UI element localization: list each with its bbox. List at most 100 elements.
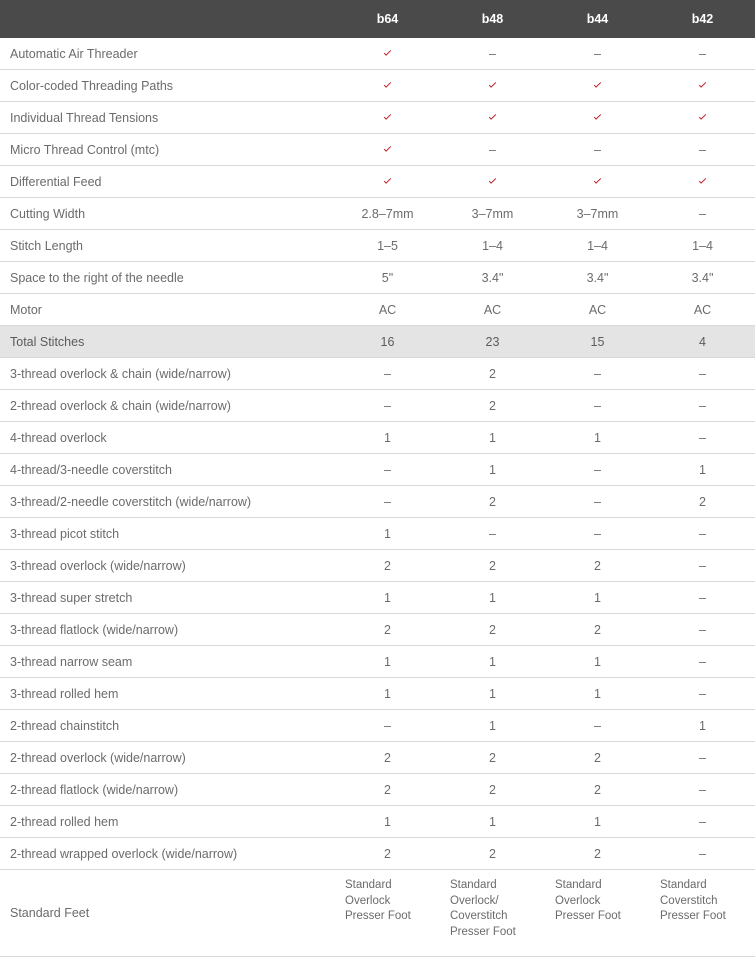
row-label: 2-thread overlock & chain (wide/narrow) bbox=[0, 390, 335, 422]
row-value: – bbox=[650, 742, 755, 774]
row-value: – bbox=[650, 806, 755, 838]
check-icon bbox=[697, 111, 708, 125]
row-value: 2 bbox=[545, 550, 650, 582]
row-label: 2-thread rolled hem bbox=[0, 806, 335, 838]
check-icon bbox=[382, 175, 393, 189]
row-label: Standard Feet bbox=[0, 870, 335, 957]
row-value: 2 bbox=[335, 774, 440, 806]
row-value: – bbox=[650, 422, 755, 454]
row-label: 2-thread chainstitch bbox=[0, 710, 335, 742]
row-value: – bbox=[545, 486, 650, 518]
row-value: 2 bbox=[440, 838, 545, 870]
row-value: 1 bbox=[335, 678, 440, 710]
row-value: – bbox=[650, 838, 755, 870]
table-row: Cutting Width2.8–7mm3–7mm3–7mm– bbox=[0, 198, 755, 230]
row-value bbox=[440, 70, 545, 102]
row-value: 2 bbox=[335, 614, 440, 646]
row-value: 2 bbox=[335, 838, 440, 870]
row-value: – bbox=[650, 678, 755, 710]
row-value bbox=[335, 166, 440, 198]
row-value: – bbox=[440, 134, 545, 166]
row-value: 1–4 bbox=[440, 230, 545, 262]
row-value: AC bbox=[545, 294, 650, 326]
row-value: 4 bbox=[650, 326, 755, 358]
row-value: Standard Overlock Presser Foot bbox=[545, 870, 650, 957]
row-value: – bbox=[650, 38, 755, 70]
row-label: 3-thread super stretch bbox=[0, 582, 335, 614]
row-value: – bbox=[650, 134, 755, 166]
row-label: 3-thread flatlock (wide/narrow) bbox=[0, 614, 335, 646]
row-label: Color-coded Threading Paths bbox=[0, 70, 335, 102]
row-value: – bbox=[545, 38, 650, 70]
row-value: 2 bbox=[545, 742, 650, 774]
row-value: 1 bbox=[440, 678, 545, 710]
row-value: 1–4 bbox=[650, 230, 755, 262]
row-label: 3-thread overlock (wide/narrow) bbox=[0, 550, 335, 582]
row-value: 3.4" bbox=[650, 262, 755, 294]
row-value: – bbox=[650, 646, 755, 678]
row-value: – bbox=[335, 358, 440, 390]
row-label: 2-thread overlock (wide/narrow) bbox=[0, 742, 335, 774]
row-value bbox=[440, 102, 545, 134]
table-row: Individual Thread Tensions bbox=[0, 102, 755, 134]
row-value: – bbox=[650, 198, 755, 230]
row-value: 2.8–7mm bbox=[335, 198, 440, 230]
table-body: Automatic Air Threader–––Color-coded Thr… bbox=[0, 38, 755, 957]
table-row: Automatic Air Threader––– bbox=[0, 38, 755, 70]
row-value: 1 bbox=[335, 582, 440, 614]
header-col-3: b42 bbox=[650, 0, 755, 38]
row-value: – bbox=[335, 390, 440, 422]
row-value: 1 bbox=[545, 646, 650, 678]
row-label: Individual Thread Tensions bbox=[0, 102, 335, 134]
header-col-2: b44 bbox=[545, 0, 650, 38]
header-col-0: b64 bbox=[335, 0, 440, 38]
row-value: 1 bbox=[545, 806, 650, 838]
row-value: – bbox=[545, 134, 650, 166]
row-label: Space to the right of the needle bbox=[0, 262, 335, 294]
check-icon bbox=[592, 111, 603, 125]
row-value: 2 bbox=[335, 550, 440, 582]
row-label: 3-thread overlock & chain (wide/narrow) bbox=[0, 358, 335, 390]
row-value: 1 bbox=[335, 646, 440, 678]
row-label: Stitch Length bbox=[0, 230, 335, 262]
row-value bbox=[545, 70, 650, 102]
row-value bbox=[335, 38, 440, 70]
row-value: 23 bbox=[440, 326, 545, 358]
row-value: 2 bbox=[440, 550, 545, 582]
row-label: 3-thread rolled hem bbox=[0, 678, 335, 710]
row-value: 2 bbox=[335, 742, 440, 774]
row-value: – bbox=[650, 550, 755, 582]
table-row: Total Stitches1623154 bbox=[0, 326, 755, 358]
row-value: 1 bbox=[335, 422, 440, 454]
check-icon bbox=[697, 79, 708, 93]
row-value: Standard Overlock Presser Foot bbox=[335, 870, 440, 957]
row-value: – bbox=[650, 614, 755, 646]
row-value: Standard Overlock/ Coverstitch Presser F… bbox=[440, 870, 545, 957]
table-row: Stitch Length1–51–41–41–4 bbox=[0, 230, 755, 262]
row-label: Motor bbox=[0, 294, 335, 326]
table-row: 2-thread flatlock (wide/narrow)222– bbox=[0, 774, 755, 806]
row-value: 1 bbox=[440, 710, 545, 742]
row-value: – bbox=[440, 38, 545, 70]
table-row: 3-thread super stretch111– bbox=[0, 582, 755, 614]
row-value: 1 bbox=[440, 806, 545, 838]
table-row: Differential Feed bbox=[0, 166, 755, 198]
table-row: Space to the right of the needle5"3.4"3.… bbox=[0, 262, 755, 294]
row-value: – bbox=[545, 518, 650, 550]
table-header-row: b64 b48 b44 b42 bbox=[0, 0, 755, 38]
row-value: 1–5 bbox=[335, 230, 440, 262]
row-value: – bbox=[650, 390, 755, 422]
table-row: Standard FeetStandard Overlock Presser F… bbox=[0, 870, 755, 957]
row-value bbox=[650, 70, 755, 102]
row-value bbox=[545, 102, 650, 134]
row-label: 2-thread wrapped overlock (wide/narrow) bbox=[0, 838, 335, 870]
row-value: 1–4 bbox=[545, 230, 650, 262]
row-value: 16 bbox=[335, 326, 440, 358]
header-empty bbox=[0, 0, 335, 38]
row-value: – bbox=[650, 358, 755, 390]
row-value: 3.4" bbox=[545, 262, 650, 294]
row-value: 1 bbox=[545, 582, 650, 614]
table-row: 3-thread overlock (wide/narrow)222– bbox=[0, 550, 755, 582]
table-row: 3-thread narrow seam111– bbox=[0, 646, 755, 678]
row-value: 2 bbox=[545, 614, 650, 646]
